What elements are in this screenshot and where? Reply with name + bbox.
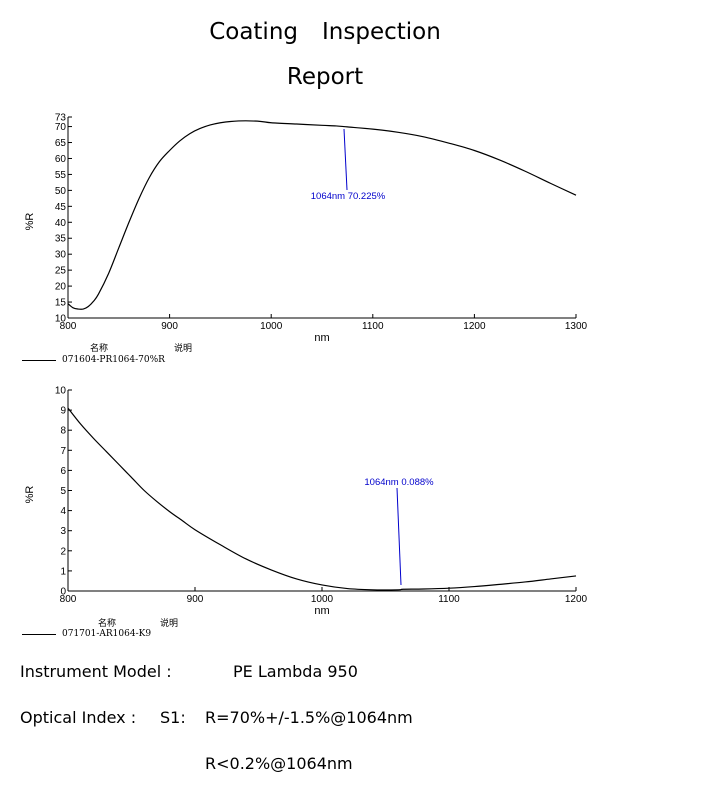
- instrument-value: PE Lambda 950: [233, 662, 358, 681]
- annotation-label: 1064nm 0.088%: [364, 477, 434, 488]
- legend-line-swatch: [22, 359, 56, 361]
- x-tick-label: 900: [161, 321, 178, 332]
- y-axis-label: %R: [24, 213, 36, 231]
- x-tick-label: 800: [60, 594, 77, 605]
- y-tick-label: 73: [55, 113, 67, 124]
- x-tick-label: 900: [187, 594, 204, 605]
- y-tick-label: 25: [55, 266, 67, 277]
- legend-desc-header: 说明: [174, 344, 193, 354]
- x-tick-label: 1100: [362, 321, 384, 332]
- s1-label: S1:: [160, 708, 186, 727]
- report-title: Coating Inspection: [0, 19, 650, 45]
- annotation-line: [396, 487, 402, 586]
- y-tick-label: 8: [60, 426, 66, 437]
- x-tick-label: 1100: [438, 594, 460, 605]
- y-tick-label: 5: [60, 486, 66, 497]
- s2-value: R<0.2%@1064nm: [205, 754, 353, 773]
- x-axis-label: nm: [314, 605, 329, 617]
- legend-name-header: 名称: [98, 619, 117, 629]
- legend-series-name: 071701-AR1064-K9: [62, 629, 152, 639]
- legend-line-swatch: [22, 633, 56, 635]
- legend-series-name: 071604-PR1064-70%R: [62, 355, 165, 365]
- y-tick-label: 65: [55, 138, 67, 149]
- y-tick-label: 0: [60, 587, 66, 598]
- x-tick-label: 1000: [311, 594, 334, 605]
- y-tick-label: 30: [55, 250, 67, 261]
- y-tick-label: 60: [55, 154, 67, 165]
- y-tick-label: 55: [55, 170, 67, 181]
- legend-name-header: 名称: [90, 344, 109, 354]
- legend-entry: 071701-AR1064-K9: [22, 629, 151, 639]
- x-tick-label: 800: [60, 321, 77, 332]
- annotation-line: [343, 128, 348, 191]
- y-tick-label: 70: [55, 122, 67, 133]
- y-tick-label: 10: [55, 386, 67, 397]
- y-tick-label: 50: [55, 186, 67, 197]
- y-tick-label: 20: [55, 282, 67, 293]
- y-tick-label: 35: [55, 234, 67, 245]
- legend-entry: 071604-PR1064-70%R: [22, 355, 165, 365]
- reflectance-chart-bottom: 0 1 2 3 4 5 6 7 8 9 10 800 900 1000 1100 1200 nm %R 1064nm…: [24, 386, 588, 618]
- annotation-label: 1064nm 70.225%: [311, 191, 386, 202]
- optical-index-label: Optical Index :: [20, 708, 137, 727]
- y-tick-label: 15: [55, 298, 67, 309]
- x-axis-label: nm: [314, 332, 329, 344]
- y-tick-label: 10: [55, 314, 67, 325]
- s1-value: R=70%+/-1.5%@1064nm: [205, 708, 413, 727]
- legend-desc-header: 说明: [160, 619, 179, 629]
- series-line: [67, 407, 577, 591]
- x-tick-label: 1000: [260, 321, 283, 332]
- y-tick-label: 45: [55, 202, 67, 213]
- title-word-inspection: Inspection: [322, 19, 441, 45]
- y-tick-label: 40: [55, 218, 67, 229]
- x-tick-label: 1300: [565, 321, 588, 332]
- title-word-coating: Coating: [209, 19, 298, 45]
- instrument-label: Instrument Model :: [20, 662, 172, 681]
- y-tick-label: 9: [60, 406, 66, 417]
- y-tick-label: 1: [60, 566, 66, 577]
- x-tick-label: 1200: [565, 594, 588, 605]
- y-axis-label: %R: [24, 486, 36, 504]
- y-tick-label: 2: [60, 546, 66, 557]
- series-line: [67, 120, 577, 310]
- y-tick-label: 3: [60, 526, 66, 537]
- y-tick-label: 4: [60, 506, 66, 517]
- y-tick-label: 6: [60, 466, 66, 477]
- y-tick-label: 7: [60, 446, 66, 457]
- report-title-line2: Report: [286, 64, 364, 90]
- x-tick-label: 1200: [463, 321, 486, 332]
